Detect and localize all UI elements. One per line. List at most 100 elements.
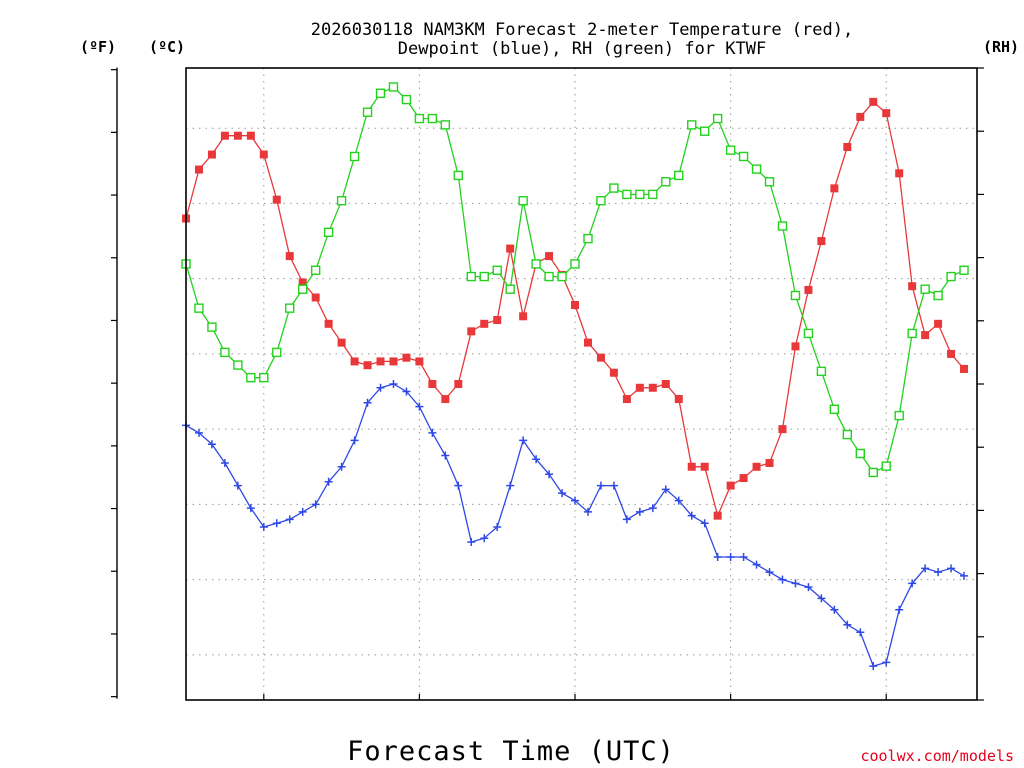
relative-humidity-point xyxy=(622,189,632,200)
dewpoint-point xyxy=(207,440,216,449)
dewpoint-point xyxy=(713,553,722,562)
2-meter-temperature-point xyxy=(311,293,320,302)
relative-humidity-point xyxy=(388,82,399,92)
dewpoint-point xyxy=(220,459,229,467)
2-meter-temperature-point xyxy=(882,109,891,118)
dewpoint-point xyxy=(908,579,917,588)
relative-humidity-point xyxy=(687,120,697,130)
2-meter-temperature-point xyxy=(298,278,307,287)
dewpoint-point xyxy=(532,455,541,464)
2-meter-temperature-point xyxy=(350,357,359,366)
2-meter-temperature-point xyxy=(220,131,229,140)
2-meter-temperature-point xyxy=(324,319,333,328)
2-meter-temperature-point xyxy=(700,462,709,471)
dewpoint-point xyxy=(324,477,333,486)
relative-humidity-point xyxy=(933,290,943,301)
2-meter-temperature-point xyxy=(817,237,826,246)
dewpoint-point xyxy=(311,500,320,509)
relative-humidity-point xyxy=(751,164,762,174)
dewpoint-point xyxy=(947,564,956,573)
relative-humidity-point xyxy=(661,177,671,187)
2-meter-temperature-point xyxy=(908,282,917,291)
dewpoint-point xyxy=(752,560,761,569)
axes xyxy=(111,67,984,701)
dewpoint-point xyxy=(622,515,631,524)
2-meter-temperature-point xyxy=(609,368,618,377)
relative-humidity-point xyxy=(362,107,373,117)
dewpoint-point xyxy=(376,383,385,392)
relative-humidity-point xyxy=(310,265,321,275)
relative-humidity-point xyxy=(466,271,476,282)
2-meter-temperature-point xyxy=(869,97,878,106)
relative-humidity-point xyxy=(207,322,217,332)
2-meter-temperature-point xyxy=(648,383,657,392)
relative-humidity-point xyxy=(259,372,269,383)
2-meter-temperature-point xyxy=(519,312,528,321)
relative-humidity-point xyxy=(272,347,282,358)
relative-humidity-point xyxy=(712,113,723,124)
relative-humidity-point xyxy=(907,328,917,339)
dewpoint-point xyxy=(817,594,826,603)
2-meter-temperature-point xyxy=(921,331,930,340)
dewpoint-point xyxy=(519,436,528,445)
fahrenheit-unit-label: (ºF) xyxy=(80,38,116,56)
dewpoint-point xyxy=(609,481,618,490)
2-meter-temperature-point xyxy=(635,383,644,392)
2-meter-temperature-point xyxy=(571,301,580,309)
rh-unit-label: (RH) xyxy=(983,38,1019,56)
2-meter-temperature-point xyxy=(856,112,865,121)
gridlines xyxy=(186,68,977,700)
dewpoint-point xyxy=(402,387,411,396)
dewpoint-series xyxy=(182,380,969,671)
relative-humidity-point xyxy=(401,94,412,105)
relative-humidity-point xyxy=(492,265,502,275)
relative-humidity-point xyxy=(298,284,308,294)
relative-humidity-point xyxy=(648,189,658,200)
dewpoint-point xyxy=(415,402,424,411)
2-meter-temperature-point xyxy=(480,319,489,328)
2-meter-temperature-point xyxy=(596,353,605,362)
dewpoint-point xyxy=(869,662,878,671)
dewpoint-point xyxy=(246,504,255,513)
2-meter-temperature-point xyxy=(960,364,969,373)
2-meter-temperature-point xyxy=(545,252,554,261)
relative-humidity-point xyxy=(518,196,528,206)
relative-humidity-point xyxy=(868,467,878,478)
relative-humidity-point xyxy=(725,145,736,155)
dewpoint-point xyxy=(441,451,450,460)
dewpoint-point xyxy=(830,605,839,614)
relative-humidity-point xyxy=(777,221,788,231)
dewpoint-point xyxy=(856,628,865,637)
relative-humidity-point xyxy=(699,126,710,136)
2-meter-temperature-point xyxy=(467,327,476,336)
dewpoint-point xyxy=(480,534,489,543)
relative-humidity-point xyxy=(414,113,425,124)
relative-humidity-point xyxy=(829,404,840,414)
dewpoint-point xyxy=(259,522,268,531)
dewpoint-point xyxy=(545,470,554,479)
dewpoint-point xyxy=(739,553,748,562)
x-axis-title: Forecast Time (UTC) xyxy=(347,736,675,767)
2-meter-temperature-point xyxy=(739,474,748,483)
2-meter-temperature-point xyxy=(622,395,631,404)
2-meter-temperature-point xyxy=(207,150,216,159)
relative-humidity-point xyxy=(323,227,334,238)
2-meter-temperature-point xyxy=(726,481,735,490)
credit-watermark: coolwx.com/models xyxy=(860,747,1014,765)
relative-humidity-point xyxy=(920,284,930,294)
relative-humidity-point xyxy=(557,271,567,282)
plot-frame xyxy=(185,67,978,701)
relative-humidity-point xyxy=(375,88,386,98)
relative-humidity-point xyxy=(285,303,295,313)
dewpoint-point xyxy=(194,428,203,437)
relative-humidity-point xyxy=(349,151,360,162)
dewpoint-point xyxy=(687,511,696,520)
2-meter-temperature-point xyxy=(506,244,515,253)
dewpoint-point xyxy=(506,481,515,490)
relative-humidity-point xyxy=(596,196,606,206)
relative-humidity-point xyxy=(583,233,593,244)
2-meter-temperature-series xyxy=(182,97,969,520)
2-meter-temperature-point xyxy=(934,319,943,328)
relative-humidity-point xyxy=(803,328,814,339)
2-meter-temperature-point xyxy=(765,459,774,467)
